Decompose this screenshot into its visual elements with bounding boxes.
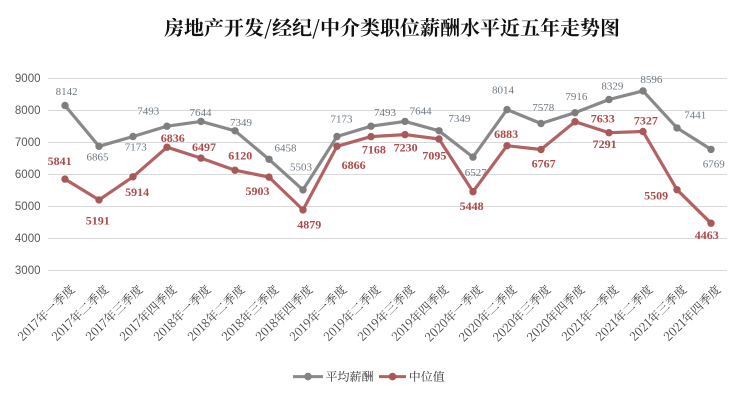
- svg-text:7173: 7173: [125, 142, 148, 154]
- svg-text:7168: 7168: [362, 143, 386, 157]
- svg-text:3000: 3000: [15, 265, 41, 277]
- svg-text:7349: 7349: [448, 113, 471, 125]
- svg-text:7095: 7095: [422, 148, 446, 162]
- svg-text:7441: 7441: [684, 110, 706, 122]
- svg-text:5914: 5914: [125, 185, 149, 199]
- svg-text:7173: 7173: [331, 113, 354, 125]
- svg-text:5509: 5509: [644, 189, 668, 203]
- svg-text:7349: 7349: [230, 117, 253, 129]
- svg-text:5000: 5000: [15, 201, 41, 213]
- svg-text:8142: 8142: [56, 86, 78, 98]
- svg-text:5841: 5841: [48, 154, 72, 168]
- svg-text:4879: 4879: [297, 218, 321, 232]
- svg-text:8329: 8329: [601, 81, 624, 93]
- svg-text:6865: 6865: [87, 152, 110, 164]
- svg-text:7916: 7916: [565, 91, 588, 103]
- svg-text:6883: 6883: [494, 127, 518, 141]
- svg-text:6866: 6866: [342, 158, 366, 172]
- svg-text:6120: 6120: [228, 149, 252, 163]
- svg-text:5191: 5191: [86, 214, 110, 228]
- svg-text:5503: 5503: [290, 162, 313, 174]
- svg-text:7230: 7230: [394, 141, 418, 155]
- svg-text:6769: 6769: [703, 159, 726, 171]
- svg-text:4463: 4463: [695, 228, 719, 242]
- svg-text:7493: 7493: [374, 107, 397, 119]
- svg-text:7644: 7644: [190, 107, 213, 119]
- svg-text:6527: 6527: [465, 167, 488, 179]
- svg-text:8596: 8596: [640, 74, 663, 86]
- svg-text:6497: 6497: [192, 140, 216, 154]
- svg-text:9000: 9000: [15, 73, 41, 85]
- svg-text:7327: 7327: [634, 114, 658, 128]
- svg-text:7633: 7633: [591, 112, 615, 126]
- svg-text:4000: 4000: [15, 233, 41, 245]
- svg-text:6767: 6767: [532, 156, 556, 170]
- svg-text:6458: 6458: [275, 143, 298, 155]
- svg-text:5448: 5448: [460, 199, 484, 213]
- svg-text:7493: 7493: [137, 106, 160, 118]
- svg-text:7000: 7000: [15, 137, 41, 149]
- svg-text:8000: 8000: [15, 105, 41, 117]
- svg-text:7291: 7291: [593, 137, 617, 151]
- svg-text:7644: 7644: [410, 106, 433, 118]
- svg-text:8014: 8014: [492, 84, 515, 96]
- svg-text:5903: 5903: [246, 184, 270, 198]
- svg-text:6000: 6000: [15, 169, 41, 181]
- svg-text:6836: 6836: [161, 131, 185, 145]
- svg-text:7578: 7578: [532, 102, 555, 114]
